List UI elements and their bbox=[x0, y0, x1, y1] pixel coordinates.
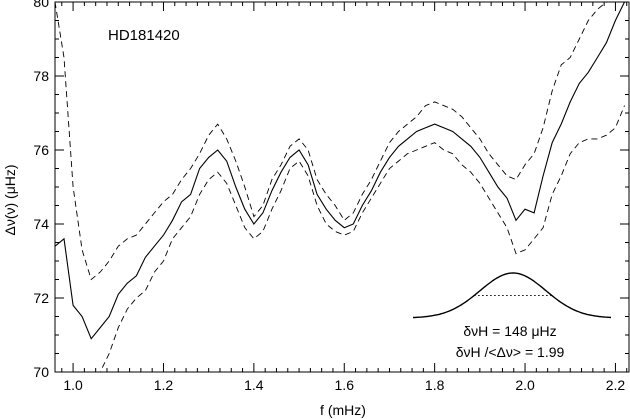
y-tick-label: 72 bbox=[33, 290, 49, 306]
plot-frame bbox=[54, 1, 630, 373]
inset-label-2: δνH /<Δν> = 1.99 bbox=[456, 344, 565, 360]
y-tick-label: 80 bbox=[33, 0, 49, 10]
series-line-mean bbox=[55, 2, 625, 340]
x-tick-label: 1.4 bbox=[244, 377, 264, 393]
y-tick-label: 70 bbox=[33, 364, 49, 380]
y-axis-label: Δν(ν) (μHz) bbox=[2, 164, 18, 235]
x-tick-label: 1.0 bbox=[63, 377, 83, 393]
x-tick-label: 1.2 bbox=[154, 377, 174, 393]
resolution-inset: δνH = 148 μHz δνH /<Δν> = 1.99 bbox=[413, 272, 612, 360]
x-tick-label: 2.0 bbox=[515, 377, 535, 393]
series-line-bound-1 bbox=[55, 2, 625, 281]
x-tick-label: 2.2 bbox=[606, 377, 626, 393]
star-name: HD181420 bbox=[108, 27, 180, 44]
y-tick-label: 76 bbox=[33, 142, 49, 158]
x-tick-label: 1.8 bbox=[425, 377, 445, 393]
series-line-bound-2 bbox=[55, 105, 625, 372]
x-tick-label: 1.6 bbox=[335, 377, 355, 393]
y-tick-label: 74 bbox=[33, 216, 49, 232]
gaussian-curve bbox=[413, 272, 612, 319]
inset-label-1: δνH = 148 μHz bbox=[463, 323, 556, 339]
y-tick-label: 78 bbox=[33, 68, 49, 84]
series-group bbox=[55, 2, 625, 372]
x-axis-label: f (mHz) bbox=[320, 402, 366, 418]
axes: 1.0 1.2 1.4 1.6 1.8 2.0 2.2 70 72 74 76 78 80 bbox=[33, 0, 630, 393]
